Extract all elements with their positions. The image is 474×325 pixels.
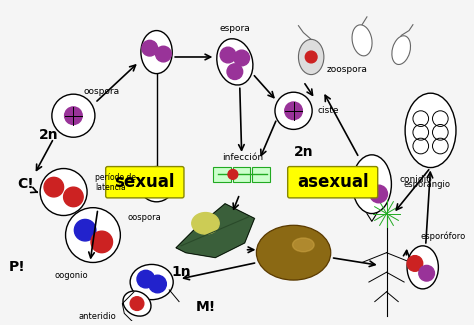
Text: oospora: oospora — [127, 213, 161, 222]
Bar — [253, 167, 270, 182]
Circle shape — [130, 297, 144, 310]
Text: infección: infección — [222, 153, 263, 162]
Ellipse shape — [299, 39, 324, 75]
Ellipse shape — [407, 246, 438, 289]
Text: anteridio: anteridio — [79, 312, 117, 321]
Circle shape — [142, 40, 157, 56]
Circle shape — [227, 64, 243, 80]
Circle shape — [419, 266, 435, 281]
Circle shape — [220, 47, 236, 63]
Ellipse shape — [192, 213, 219, 234]
Text: sexual: sexual — [115, 173, 175, 191]
Circle shape — [74, 219, 96, 241]
Text: zoospora: zoospora — [327, 65, 368, 74]
Ellipse shape — [141, 31, 172, 74]
Circle shape — [149, 275, 166, 293]
Text: 1n: 1n — [171, 265, 191, 279]
Text: C!: C! — [18, 177, 34, 191]
Circle shape — [137, 270, 155, 288]
Circle shape — [155, 46, 171, 62]
Text: 2n: 2n — [39, 128, 59, 142]
Text: P!: P! — [9, 260, 26, 274]
Circle shape — [64, 187, 83, 207]
Ellipse shape — [123, 291, 151, 316]
Circle shape — [407, 256, 423, 271]
Ellipse shape — [139, 167, 174, 202]
FancyBboxPatch shape — [288, 167, 378, 198]
Bar — [233, 167, 250, 182]
Circle shape — [285, 102, 302, 120]
Bar — [213, 167, 231, 182]
Circle shape — [64, 107, 82, 124]
Ellipse shape — [405, 93, 456, 168]
Text: asexual: asexual — [297, 173, 368, 191]
Text: oospora: oospora — [83, 87, 119, 96]
Circle shape — [305, 51, 317, 63]
Ellipse shape — [65, 208, 120, 263]
Text: esporangio: esporangio — [403, 180, 450, 189]
Circle shape — [91, 231, 112, 253]
Text: esporóforo: esporóforo — [421, 231, 466, 241]
Text: M!: M! — [195, 300, 216, 314]
Ellipse shape — [256, 225, 331, 280]
Ellipse shape — [352, 155, 392, 214]
Circle shape — [356, 176, 374, 193]
Ellipse shape — [52, 94, 95, 137]
Text: conidio: conidio — [399, 175, 432, 184]
Ellipse shape — [130, 265, 173, 300]
Circle shape — [44, 177, 64, 197]
Ellipse shape — [275, 92, 312, 129]
Ellipse shape — [292, 238, 314, 252]
Ellipse shape — [217, 39, 253, 85]
Text: período de
latencia: período de latencia — [95, 173, 136, 192]
Text: oogonio: oogonio — [55, 271, 88, 280]
Text: ciste: ciste — [317, 106, 338, 115]
Ellipse shape — [40, 169, 87, 215]
Circle shape — [234, 50, 249, 66]
Polygon shape — [176, 204, 255, 258]
Ellipse shape — [392, 36, 410, 64]
FancyBboxPatch shape — [106, 167, 184, 198]
Text: 2n: 2n — [293, 145, 313, 159]
Circle shape — [228, 170, 238, 179]
Text: espora: espora — [219, 24, 250, 33]
Ellipse shape — [352, 25, 372, 56]
Circle shape — [370, 185, 387, 203]
